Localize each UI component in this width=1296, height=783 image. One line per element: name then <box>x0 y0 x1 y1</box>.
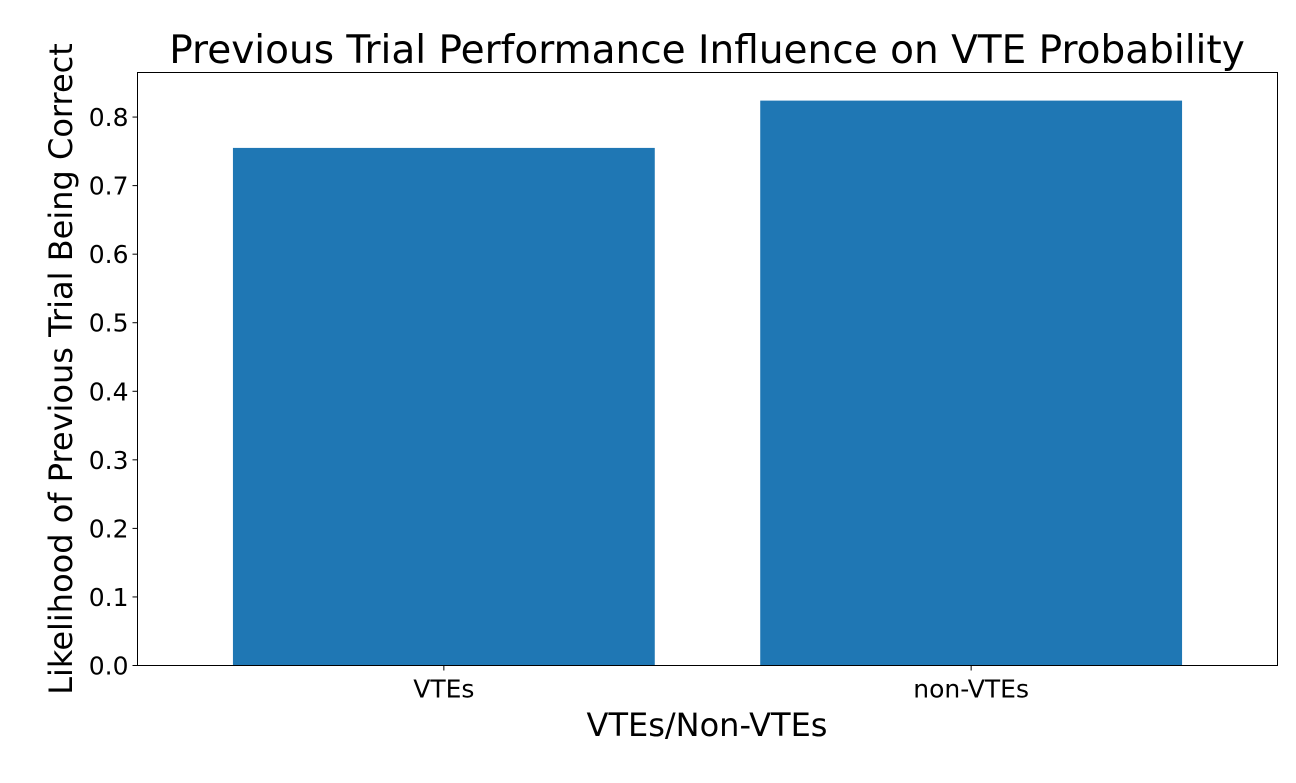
bar-vtes <box>232 147 655 666</box>
x-axis: VTEs non-VTEs <box>413 665 1029 704</box>
bar-non-vtes <box>760 100 1183 666</box>
y-tick-label: 0.5 <box>89 309 129 338</box>
plot-frame <box>137 72 1278 666</box>
x-axis-label: VTEs/Non-VTEs <box>587 706 828 744</box>
y-tick-label: 0.6 <box>89 240 129 269</box>
y-tick-label: 0.4 <box>89 377 129 406</box>
x-tick-label: VTEs <box>413 675 474 704</box>
y-tick-label: 0.8 <box>89 103 129 132</box>
y-axis: 0.0 0.1 0.2 0.3 0.4 0.5 0.6 0.7 0.8 <box>89 103 138 681</box>
y-tick-label: 0.1 <box>89 583 129 612</box>
bars-layer <box>232 100 1183 666</box>
y-axis-label: Likelihood of Previous Trial Being Corre… <box>42 43 80 695</box>
y-tick-label: 0.7 <box>89 172 129 201</box>
y-tick-label: 0.0 <box>89 652 129 681</box>
x-tick-label: non-VTEs <box>913 675 1029 704</box>
chart-title: Previous Trial Performance Influence on … <box>169 28 1245 73</box>
y-tick-label: 0.2 <box>89 514 129 543</box>
y-tick-label: 0.3 <box>89 446 129 475</box>
